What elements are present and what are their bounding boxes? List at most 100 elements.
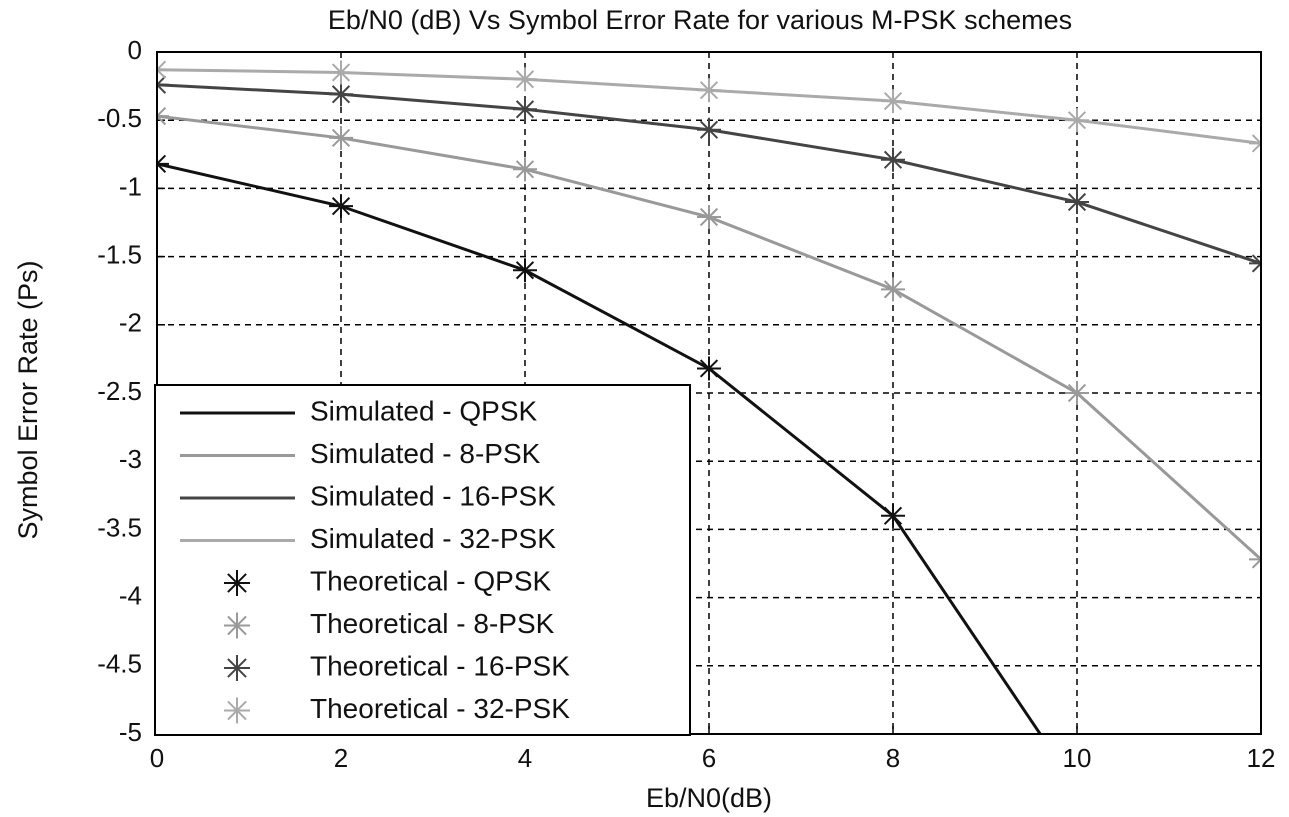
y-tick-label: 0	[128, 35, 142, 65]
series-marker	[329, 82, 353, 107]
marker-stroke	[883, 150, 903, 169]
marker-stroke	[515, 100, 535, 119]
y-tick-label: -1.5	[97, 239, 142, 269]
marker-stroke	[699, 207, 719, 227]
legend-label: Simulated - 8-PSK	[310, 438, 541, 469]
marker-stroke	[1251, 557, 1261, 569]
series-marker	[157, 57, 169, 82]
legend-marker	[224, 570, 250, 596]
marker-stroke	[331, 63, 351, 82]
y-tick-label: -3	[119, 444, 142, 474]
series-marker	[881, 89, 905, 114]
y-tick-label: -2.5	[97, 376, 142, 406]
marker-stroke	[699, 81, 719, 100]
marker-stroke	[227, 700, 247, 721]
marker-stroke	[883, 91, 903, 111]
marker-stroke	[157, 75, 167, 87]
marker-stroke	[515, 261, 535, 280]
series-marker	[329, 125, 353, 150]
marker-stroke	[157, 162, 167, 173]
marker-stroke	[227, 573, 247, 593]
series-marker	[1065, 108, 1089, 133]
y-tick-label: -3.5	[97, 512, 142, 542]
series-marker	[881, 277, 905, 302]
series-marker	[329, 60, 353, 85]
y-axis-label: Symbol Error Rate (Ps)	[13, 260, 43, 539]
legend-label: Simulated - 16-PSK	[310, 480, 556, 511]
marker-stroke	[515, 70, 535, 89]
series-marker	[697, 117, 721, 142]
marker-stroke	[331, 197, 351, 216]
marker-stroke	[157, 83, 167, 94]
series-marker	[1249, 251, 1261, 276]
y-tick-label: -4.5	[97, 649, 142, 679]
x-tick-label: 8	[886, 743, 900, 773]
marker-stroke	[1251, 262, 1261, 273]
chart-title: Eb/N0 (dB) Vs Symbol Error Rate for vari…	[328, 5, 1072, 35]
series-marker	[1249, 131, 1261, 156]
series-marker	[697, 78, 721, 103]
y-tick-label: -5	[119, 717, 142, 747]
marker-stroke	[157, 154, 167, 166]
marker-stroke	[699, 120, 719, 139]
x-tick-label: 12	[1247, 743, 1276, 773]
series-marker	[881, 147, 905, 172]
series-marker	[157, 72, 169, 97]
legend-label: Theoretical - 16-PSK	[310, 650, 570, 681]
marker-stroke	[227, 615, 247, 636]
legend-marker	[224, 697, 250, 724]
marker-stroke	[1251, 254, 1261, 265]
marker-stroke	[1067, 383, 1087, 403]
series-marker	[1065, 381, 1089, 405]
y-tick-label: -1	[119, 171, 142, 201]
marker-stroke	[699, 359, 719, 378]
legend-label: Theoretical - 32-PSK	[310, 693, 570, 724]
x-tick-label: 6	[702, 743, 716, 773]
marker-stroke	[883, 280, 903, 299]
marker-stroke	[331, 128, 351, 148]
marker-stroke	[1251, 141, 1261, 153]
series-line	[157, 162, 1043, 734]
marker-stroke	[157, 107, 167, 118]
marker-stroke	[227, 658, 247, 678]
marker-stroke	[1067, 111, 1087, 130]
x-tick-label: 4	[518, 743, 532, 773]
marker-stroke	[157, 60, 167, 72]
series-marker	[513, 157, 537, 182]
x-axis-label: Eb/N0(dB)	[646, 783, 772, 813]
x-tick-label: 0	[150, 743, 164, 773]
legend-marker	[224, 655, 250, 681]
legend-label: Theoretical - 8-PSK	[310, 608, 555, 639]
x-tick-label: 2	[334, 743, 348, 773]
y-tick-label: -4	[119, 580, 142, 610]
marker-stroke	[157, 68, 167, 79]
marker-stroke	[1251, 550, 1261, 561]
series-marker	[1065, 190, 1089, 215]
series-marker	[513, 97, 537, 122]
marker-stroke	[331, 85, 351, 104]
series-marker	[697, 205, 721, 230]
marker-stroke	[157, 114, 167, 126]
y-tick-label: -0.5	[97, 103, 142, 133]
series-marker	[513, 67, 537, 92]
series-marker	[881, 503, 905, 528]
legend-box	[154, 384, 691, 736]
series-marker	[697, 356, 721, 381]
legend-label: Simulated - 32-PSK	[310, 523, 556, 554]
series-marker	[329, 194, 353, 219]
marker-stroke	[515, 160, 535, 179]
marker-stroke	[883, 506, 903, 525]
marker-stroke	[1067, 192, 1087, 212]
plot-area	[157, 57, 1261, 734]
marker-stroke	[1251, 134, 1261, 145]
y-tick-label: -2	[119, 308, 142, 338]
x-tick-label: 10	[1063, 743, 1092, 773]
series-marker	[157, 151, 169, 176]
legend-label: Theoretical - QPSK	[310, 565, 552, 596]
legend-label: Simulated - QPSK	[310, 395, 538, 426]
series-marker	[157, 104, 169, 129]
series-marker	[513, 258, 537, 283]
legend-marker	[224, 612, 250, 639]
series-marker	[1249, 547, 1261, 572]
